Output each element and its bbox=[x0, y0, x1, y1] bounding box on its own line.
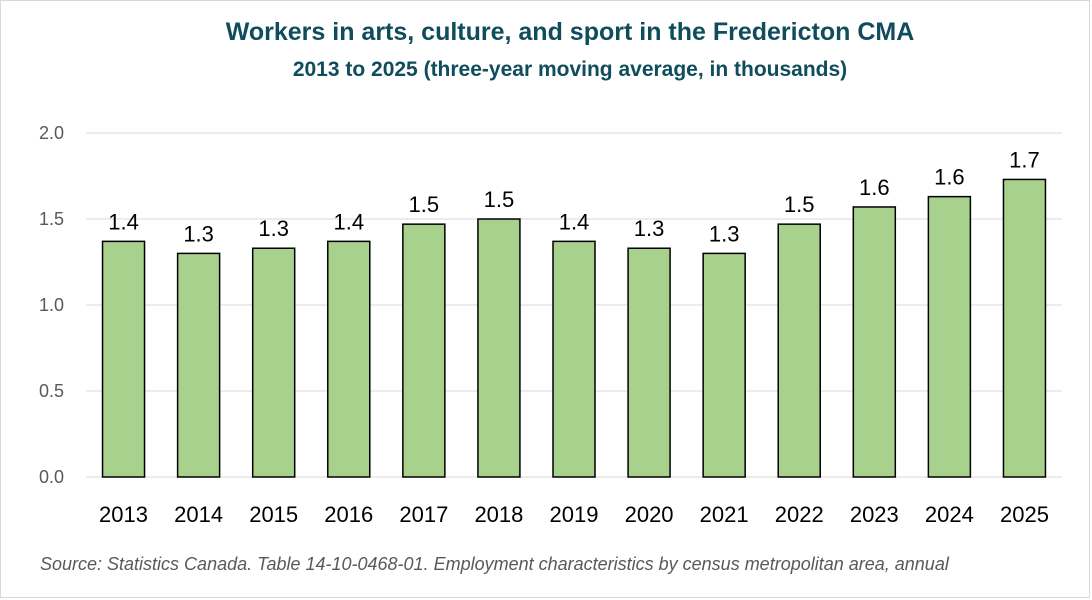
data-label-2021: 1.3 bbox=[709, 221, 740, 246]
x-tick-label-2023: 2023 bbox=[850, 502, 899, 527]
bar-2014 bbox=[176, 252, 221, 478]
x-tick-label-2013: 2013 bbox=[99, 502, 148, 527]
bar-2023 bbox=[852, 206, 897, 478]
data-label-2024: 1.6 bbox=[934, 165, 965, 190]
source-note: Source: Statistics Canada. Table 14-10-0… bbox=[40, 554, 949, 574]
y-tick-label: 1.5 bbox=[39, 209, 64, 229]
x-tick-label-2016: 2016 bbox=[324, 502, 373, 527]
y-tick-label: 1.0 bbox=[39, 295, 64, 315]
chart-subtitle: 2013 to 2025 (three-year moving average,… bbox=[292, 58, 848, 81]
bar-2017 bbox=[402, 223, 446, 478]
y-axis-ticks: 0.0 0.5 1.0 1.5 2.0 bbox=[39, 123, 64, 487]
x-tick-label-2017: 2017 bbox=[399, 502, 448, 527]
data-label-2016: 1.4 bbox=[333, 209, 364, 234]
x-tick-label-2015: 2015 bbox=[249, 502, 298, 527]
chart-title: Workers in arts, culture, and sport in t… bbox=[225, 18, 915, 46]
x-tick-label-2018: 2018 bbox=[474, 502, 523, 527]
y-tick-label: 2.0 bbox=[39, 123, 64, 143]
data-label-2025: 1.7 bbox=[1009, 147, 1040, 172]
bar-2013 bbox=[101, 240, 146, 478]
data-label-2018: 1.5 bbox=[484, 187, 515, 212]
x-tick-label-2020: 2020 bbox=[625, 502, 674, 527]
bar-2022 bbox=[777, 223, 821, 478]
data-labels: 1.4 1.3 1.3 1.4 1.5 1.5 1.4 1.3 1.3 1.5 1.6 1.6 1.7 bbox=[108, 147, 1040, 246]
data-label-2015: 1.3 bbox=[258, 216, 289, 241]
data-label-2017: 1.5 bbox=[409, 192, 440, 217]
data-label-2013: 1.4 bbox=[108, 209, 139, 234]
data-label-2020: 1.3 bbox=[634, 216, 665, 241]
bar-2019 bbox=[552, 240, 596, 478]
y-tick-label: 0.0 bbox=[39, 467, 64, 487]
x-tick-label-2022: 2022 bbox=[775, 502, 824, 527]
bar-2021 bbox=[702, 252, 746, 478]
x-tick-label-2019: 2019 bbox=[550, 502, 599, 527]
y-tick-label: 0.5 bbox=[39, 381, 64, 401]
x-tick-label-2024: 2024 bbox=[925, 502, 974, 527]
bar-2015 bbox=[251, 247, 296, 478]
bar-2018 bbox=[477, 218, 521, 478]
bars bbox=[101, 178, 1047, 478]
bar-2020 bbox=[627, 247, 671, 478]
x-tick-label-2021: 2021 bbox=[700, 502, 749, 527]
x-axis-ticks: 2013 2014 2015 2016 2017 2018 2019 2020 2021 2022… bbox=[99, 502, 1049, 527]
data-label-2014: 1.3 bbox=[183, 221, 214, 246]
bar-2024 bbox=[927, 195, 972, 478]
data-label-2022: 1.5 bbox=[784, 192, 815, 217]
x-tick-label-2014: 2014 bbox=[174, 502, 223, 527]
data-label-2023: 1.6 bbox=[859, 175, 890, 200]
bar-2025 bbox=[1002, 178, 1047, 478]
bar-2016 bbox=[327, 240, 371, 478]
x-tick-label-2025: 2025 bbox=[1000, 502, 1049, 527]
data-label-2019: 1.4 bbox=[559, 209, 590, 234]
